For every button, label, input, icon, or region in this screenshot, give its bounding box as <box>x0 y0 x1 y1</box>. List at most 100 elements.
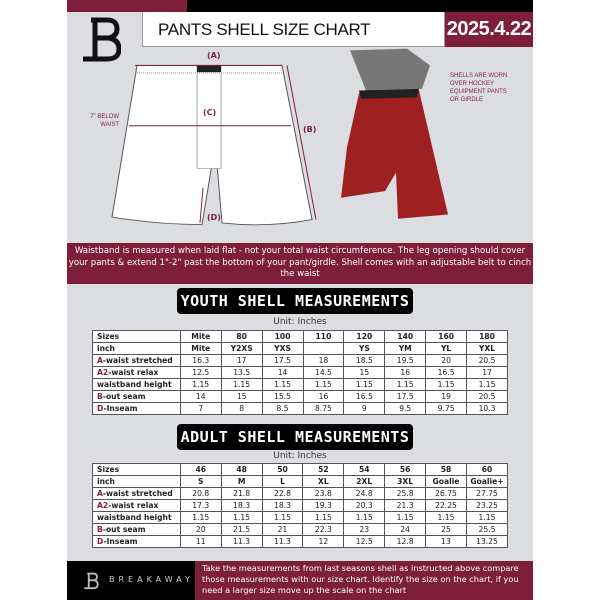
footer-instructions: Take the measurements from last seasons … <box>195 561 533 600</box>
table-cell: 1.15 <box>302 511 345 524</box>
table-cell: YS <box>343 342 386 355</box>
table-cell: 16 <box>302 390 345 403</box>
table-cell: 58 <box>425 463 467 476</box>
table-cell: YXL <box>466 342 508 355</box>
row-label: Sizes <box>92 330 181 343</box>
table-cell: 14 <box>261 366 304 379</box>
row-label-prefix: B <box>97 392 103 401</box>
table-cell: 1.15 <box>302 378 345 391</box>
table-cell: Goalie <box>425 475 467 488</box>
table-cell: Mite <box>179 342 222 355</box>
table-cell: 9.5 <box>384 402 427 415</box>
row-label-prefix: B <box>97 525 103 534</box>
table-cell: 1.15 <box>384 511 427 524</box>
row-label-text: -out seam <box>102 392 146 401</box>
adult-section-title: ADULT SHELL MEASUREMENTS <box>177 424 413 450</box>
footer-brand: BREAKAWAY <box>67 561 195 600</box>
row-label-prefix: A <box>97 489 103 498</box>
table-cell: 9 <box>343 402 386 415</box>
table-cell: 20 <box>425 354 468 367</box>
row-label-prefix: D <box>97 537 104 546</box>
pants-photo <box>341 48 448 219</box>
table-cell: 14 <box>179 390 222 403</box>
size-chart-page: PANTS SHELL SIZE CHART 2025.4.22 (A) (C)… <box>67 0 533 600</box>
table-cell: M <box>220 475 263 488</box>
row-label-prefix: A <box>97 356 103 365</box>
table-row: waistband height 1.15 1.15 1.15 1.15 1.15 1.15… <box>92 511 509 524</box>
table-cell: 180 <box>466 330 508 343</box>
row-label-text: -out seam <box>102 525 146 534</box>
table-cell: 24.8 <box>343 487 386 500</box>
table-cell: 140 <box>384 330 427 343</box>
row-label: B-out seam <box>92 390 181 403</box>
table-cell: 7 <box>179 402 222 415</box>
table-cell: 13 <box>425 535 467 548</box>
table-cell: 12.8 <box>384 535 427 548</box>
table-cell: Y2XS <box>220 342 263 355</box>
table-cell: 1.15 <box>425 378 468 391</box>
table-cell: 21.3 <box>384 499 427 512</box>
table-row: D-Inseam 7 8 8.5 8.75 9 9.5 9.75 10.3 <box>92 402 508 415</box>
footer-brand-name: BREAKAWAY <box>109 575 194 584</box>
table-cell: 20.5 <box>466 390 508 403</box>
table-cell: 21 <box>261 523 304 536</box>
table-cell: 20 <box>179 523 222 536</box>
table-cell: 25 <box>425 523 467 536</box>
table-cell: 13.5 <box>220 366 263 379</box>
table-cell: 11 <box>179 535 222 548</box>
row-label-text: Sizes <box>97 465 120 474</box>
table-cell: Mite <box>179 330 222 343</box>
table-cell: 12.5 <box>343 535 386 548</box>
table-cell: 80 <box>220 330 263 343</box>
page-title: PANTS SHELL SIZE CHART <box>158 20 371 39</box>
table-cell: 11.3 <box>261 535 304 548</box>
table-cell: Goalie+ <box>465 475 509 488</box>
table-cell: 1.15 <box>465 511 509 524</box>
diagram-area: (A) (C) (B) (D) 7" BELOW WAIST SHELLS AR… <box>67 47 533 243</box>
table-cell: 1.15 <box>343 378 386 391</box>
table-cell: 48 <box>220 463 263 476</box>
row-label: inch <box>92 342 181 355</box>
table-cell: 20.8 <box>179 487 222 500</box>
table-cell: 20.5 <box>466 354 508 367</box>
row-label-text: waistband height <box>97 513 172 522</box>
table-cell: 13.25 <box>465 535 509 548</box>
table-cell: 16.3 <box>179 354 222 367</box>
table-row: B-out seam 20 21.5 21 22.3 23 24 25 25.5 <box>92 523 509 536</box>
row-label-text: inch <box>97 477 115 486</box>
row-label-text: -Inseam <box>103 537 138 546</box>
table-row: inch Mite Y2XS YXS YS YM YL YXL <box>92 342 508 355</box>
table-cell: YM <box>384 342 427 355</box>
table-cell: 21.8 <box>220 487 263 500</box>
table-cell: 20.3 <box>343 499 386 512</box>
top-bar <box>187 0 533 12</box>
row-label-text: -Inseam <box>103 404 138 413</box>
row-label-text: -waist stretched <box>102 356 173 365</box>
youth-section-title: YOUTH SHELL MEASUREMENTS <box>177 288 413 314</box>
table-cell: 19.5 <box>384 354 427 367</box>
table-cell: 1.15 <box>425 511 467 524</box>
row-label-text: -waist relax <box>108 368 159 377</box>
table-cell: 11.3 <box>220 535 263 548</box>
table-cell: S <box>179 475 222 488</box>
table-cell: 19.3 <box>302 499 345 512</box>
table-cell: 8 <box>220 402 263 415</box>
table-cell: 8.75 <box>302 402 345 415</box>
table-cell: 23.8 <box>302 487 345 500</box>
table-cell: 17.5 <box>261 354 304 367</box>
table-row: Sizes Mite 80 100 110 120 140 160 180 <box>92 330 508 343</box>
table-cell: 60 <box>465 463 509 476</box>
table-cell: 54 <box>343 463 386 476</box>
table-cell: 50 <box>261 463 304 476</box>
table-cell: 18.3 <box>220 499 263 512</box>
table-cell: 1.15 <box>179 511 222 524</box>
row-label: D-Inseam <box>92 535 181 548</box>
row-label: B-out seam <box>92 523 181 536</box>
table-cell: 18 <box>302 354 345 367</box>
table-cell: 15.5 <box>261 390 304 403</box>
flat-shorts-drawing <box>111 64 317 226</box>
label-d: (D) <box>207 213 221 222</box>
label-a: (A) <box>207 51 221 60</box>
brand-logo-icon <box>83 17 121 62</box>
table-cell: 23 <box>343 523 386 536</box>
